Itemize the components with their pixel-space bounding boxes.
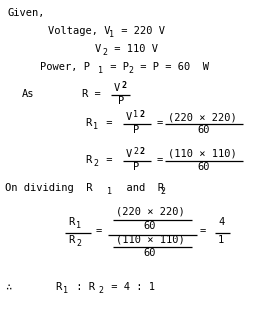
Text: 1: 1: [218, 235, 224, 245]
Text: 1: 1: [63, 286, 68, 295]
Text: (220 × 220): (220 × 220): [168, 112, 237, 122]
Text: 2: 2: [133, 147, 138, 156]
Text: =: =: [157, 118, 163, 128]
Text: 1: 1: [133, 110, 138, 119]
Text: P: P: [118, 96, 124, 106]
Text: 2: 2: [98, 286, 103, 295]
Text: = 220 V: = 220 V: [115, 26, 165, 36]
Text: = 4 : 1: = 4 : 1: [105, 282, 155, 292]
Text: 4: 4: [218, 217, 224, 227]
Text: and  R: and R: [114, 183, 164, 193]
Text: 1: 1: [107, 187, 112, 196]
Text: V: V: [114, 83, 120, 93]
Text: P: P: [133, 125, 139, 135]
Text: 1: 1: [98, 66, 103, 75]
Text: =: =: [157, 155, 163, 165]
Text: = P: = P: [104, 62, 129, 72]
Text: ∴: ∴: [5, 282, 11, 292]
Text: V: V: [126, 112, 132, 122]
Text: 60: 60: [143, 221, 156, 231]
Text: 2: 2: [160, 187, 165, 196]
Text: On dividing  R: On dividing R: [5, 183, 92, 193]
Text: Given,: Given,: [8, 8, 45, 18]
Text: P: P: [133, 162, 139, 172]
Text: 2: 2: [76, 239, 81, 248]
Text: R: R: [85, 118, 91, 128]
Text: R =: R =: [82, 89, 101, 99]
Text: =: =: [200, 226, 206, 236]
Text: =: =: [100, 155, 113, 165]
Text: R: R: [68, 217, 74, 227]
Text: As: As: [22, 89, 35, 99]
Text: = 110 V: = 110 V: [108, 44, 158, 54]
Text: 60: 60: [197, 125, 209, 135]
Text: 1: 1: [93, 122, 98, 131]
Text: = P = 60  W: = P = 60 W: [134, 62, 209, 72]
Text: R: R: [68, 235, 74, 245]
Text: 60: 60: [143, 248, 156, 258]
Text: V: V: [95, 44, 101, 54]
Text: =: =: [96, 226, 102, 236]
Text: 2: 2: [139, 147, 144, 156]
Text: 2: 2: [93, 159, 98, 168]
Text: R: R: [85, 155, 91, 165]
Text: 60: 60: [197, 162, 209, 172]
Text: =: =: [100, 118, 113, 128]
Text: 1: 1: [76, 221, 81, 230]
Text: V: V: [126, 149, 132, 159]
Text: 2: 2: [128, 66, 133, 75]
Text: 2: 2: [139, 110, 144, 119]
Text: 1: 1: [109, 30, 114, 39]
Text: (110 × 110): (110 × 110): [168, 149, 237, 159]
Text: Voltage, V: Voltage, V: [48, 26, 110, 36]
Text: R: R: [55, 282, 61, 292]
Text: : R: : R: [70, 282, 95, 292]
Text: Power, P: Power, P: [40, 62, 90, 72]
Text: 2: 2: [121, 81, 126, 90]
Text: (220 × 220): (220 × 220): [116, 207, 185, 217]
Text: (110 × 110): (110 × 110): [116, 234, 185, 244]
Text: 2: 2: [102, 48, 107, 57]
